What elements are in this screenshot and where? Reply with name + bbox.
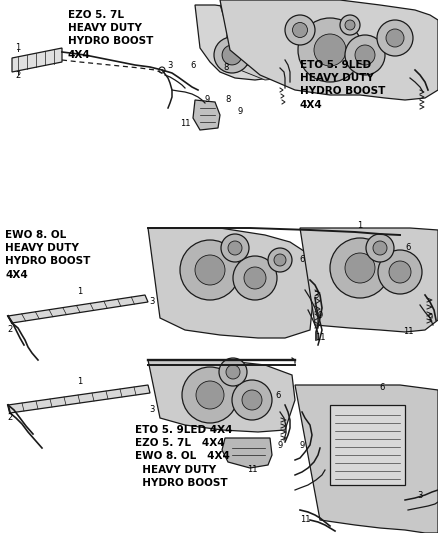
Text: 9: 9 <box>277 440 283 449</box>
Circle shape <box>389 261 411 283</box>
Circle shape <box>248 31 262 45</box>
Circle shape <box>260 50 280 70</box>
Polygon shape <box>8 295 148 323</box>
Text: 1: 1 <box>78 287 83 295</box>
Circle shape <box>196 381 224 409</box>
Text: 9: 9 <box>427 313 433 322</box>
Circle shape <box>238 21 272 55</box>
Polygon shape <box>193 100 220 130</box>
Text: 3: 3 <box>167 61 173 70</box>
Circle shape <box>377 20 413 56</box>
Polygon shape <box>195 5 290 80</box>
Circle shape <box>298 18 362 82</box>
Circle shape <box>182 367 238 423</box>
Circle shape <box>214 37 250 73</box>
Text: 9: 9 <box>205 95 210 104</box>
Circle shape <box>228 241 242 255</box>
Circle shape <box>195 255 225 285</box>
Circle shape <box>330 238 390 298</box>
Circle shape <box>233 256 277 300</box>
Text: 9: 9 <box>300 440 304 449</box>
Text: 11: 11 <box>315 334 325 343</box>
Circle shape <box>340 15 360 35</box>
Circle shape <box>242 390 262 410</box>
Polygon shape <box>8 385 150 413</box>
Circle shape <box>232 380 272 420</box>
Circle shape <box>244 267 266 289</box>
Polygon shape <box>148 360 295 432</box>
Text: 6: 6 <box>276 391 281 400</box>
Polygon shape <box>220 0 438 100</box>
Text: 3: 3 <box>149 297 155 306</box>
Circle shape <box>285 15 315 45</box>
Text: 1: 1 <box>78 377 83 386</box>
Polygon shape <box>222 438 272 468</box>
Circle shape <box>345 253 375 283</box>
Circle shape <box>314 34 346 66</box>
Polygon shape <box>12 48 62 72</box>
Text: 6: 6 <box>379 384 385 392</box>
Text: 11: 11 <box>180 118 190 127</box>
Text: 11: 11 <box>300 515 310 524</box>
Text: 1: 1 <box>15 43 21 52</box>
Polygon shape <box>295 385 438 533</box>
Circle shape <box>227 10 283 66</box>
Text: 3: 3 <box>313 290 319 300</box>
Circle shape <box>268 248 292 272</box>
Circle shape <box>293 22 307 37</box>
Text: 6: 6 <box>191 61 196 70</box>
Text: 2: 2 <box>7 414 13 423</box>
Text: 11: 11 <box>403 327 413 336</box>
Polygon shape <box>300 228 438 332</box>
Text: EZO 5. 7L
HEAVY DUTY
HYDRO BOOST
4X4: EZO 5. 7L HEAVY DUTY HYDRO BOOST 4X4 <box>68 10 153 60</box>
Text: 11: 11 <box>247 465 257 474</box>
Circle shape <box>366 234 394 262</box>
Text: 3: 3 <box>417 490 423 499</box>
Text: 2: 2 <box>7 326 13 335</box>
Text: ETO 5. 9LED 4X4
EZO 5. 7L   4X4
EWO 8. OL   4X4
  HEAVY DUTY
  HYDRO BOOST: ETO 5. 9LED 4X4 EZO 5. 7L 4X4 EWO 8. OL … <box>135 425 233 488</box>
Circle shape <box>180 240 240 300</box>
Circle shape <box>226 365 240 379</box>
Circle shape <box>219 358 247 386</box>
Text: 9: 9 <box>318 311 323 319</box>
Text: 9: 9 <box>237 108 243 117</box>
Polygon shape <box>148 228 315 338</box>
Bar <box>330 405 405 485</box>
Polygon shape <box>220 5 295 80</box>
Circle shape <box>221 234 249 262</box>
Circle shape <box>222 45 242 65</box>
Circle shape <box>386 29 404 47</box>
Circle shape <box>159 67 165 73</box>
Text: 8: 8 <box>223 63 229 72</box>
Circle shape <box>274 254 286 266</box>
Circle shape <box>345 35 385 75</box>
Text: 8: 8 <box>225 95 231 104</box>
Text: ETO 5. 9LED
HEAVY DUTY
HYDRO BOOST
4X4: ETO 5. 9LED HEAVY DUTY HYDRO BOOST 4X4 <box>300 60 385 110</box>
Text: 6: 6 <box>405 244 411 253</box>
Text: 6: 6 <box>299 255 305 264</box>
Circle shape <box>373 241 387 255</box>
Circle shape <box>345 20 355 30</box>
Text: 1: 1 <box>357 221 363 230</box>
Text: EWO 8. OL
HEAVY DUTY
HYDRO BOOST
4X4: EWO 8. OL HEAVY DUTY HYDRO BOOST 4X4 <box>5 230 90 280</box>
Text: 2: 2 <box>15 70 21 79</box>
Text: 3: 3 <box>149 406 155 415</box>
Circle shape <box>355 45 375 65</box>
Circle shape <box>378 250 422 294</box>
